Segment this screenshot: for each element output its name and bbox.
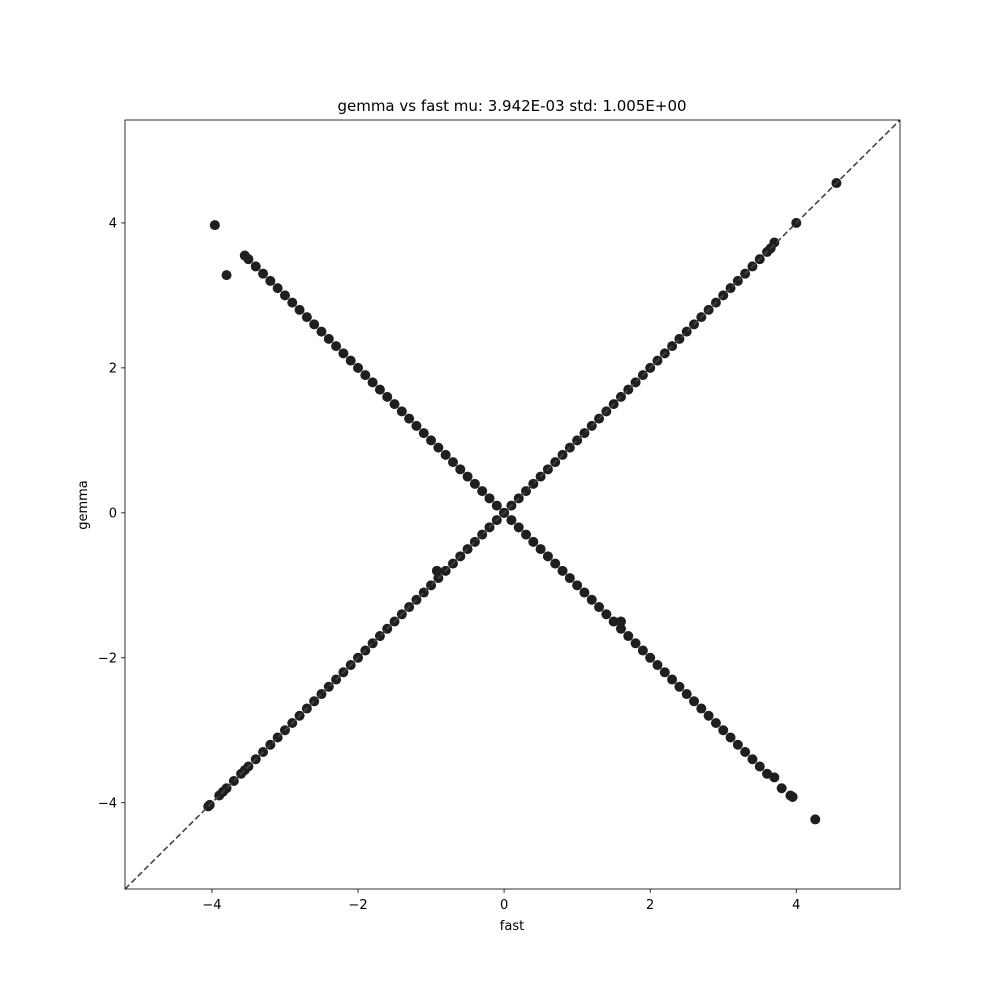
- point: [345, 355, 356, 366]
- point: [696, 703, 707, 714]
- point: [418, 428, 429, 439]
- x-tick-label: 4: [792, 898, 800, 913]
- point: [484, 493, 495, 504]
- point: [769, 772, 780, 783]
- point: [703, 710, 714, 721]
- point: [586, 594, 597, 605]
- point: [659, 667, 670, 678]
- point: [718, 725, 729, 736]
- point: [506, 515, 517, 526]
- point: [740, 747, 751, 758]
- point: [279, 290, 290, 301]
- x-tick-label: −4: [202, 898, 221, 913]
- point: [754, 761, 765, 772]
- point: [426, 435, 437, 446]
- point: [615, 616, 626, 627]
- point: [521, 529, 532, 540]
- point: [652, 660, 663, 671]
- point: [243, 254, 254, 265]
- point: [637, 645, 648, 656]
- point: [710, 718, 721, 729]
- point: [309, 319, 320, 330]
- point: [287, 297, 298, 308]
- point: [630, 638, 641, 649]
- point: [579, 587, 590, 598]
- point: [316, 326, 327, 337]
- point: [623, 631, 634, 642]
- y-tick-label: −2: [98, 651, 117, 666]
- point: [681, 689, 692, 700]
- point: [513, 522, 524, 533]
- chart-title: gemma vs fast mu: 3.942E-03 std: 1.005E+…: [337, 97, 686, 115]
- x-axis-label: fast: [500, 919, 524, 934]
- point: [367, 377, 378, 388]
- y-tick-label: 0: [109, 506, 117, 521]
- point: [572, 580, 583, 591]
- point: [221, 270, 232, 281]
- point: [594, 602, 605, 613]
- point: [615, 623, 626, 634]
- x-tick-label: −2: [348, 898, 367, 913]
- point: [323, 333, 334, 344]
- point: [301, 312, 312, 323]
- point: [725, 732, 736, 743]
- point: [462, 471, 473, 482]
- point: [564, 573, 575, 584]
- point: [360, 370, 371, 381]
- point: [404, 413, 415, 424]
- point: [557, 565, 568, 576]
- point: [810, 814, 821, 825]
- point: [528, 536, 539, 547]
- point: [535, 544, 546, 555]
- point: [732, 739, 743, 750]
- y-tick-label: 2: [109, 361, 117, 376]
- point: [374, 384, 385, 395]
- point: [689, 696, 700, 707]
- point: [645, 652, 656, 663]
- point: [338, 348, 349, 359]
- point: [331, 341, 342, 352]
- point: [608, 616, 619, 627]
- point: [389, 399, 400, 410]
- point: [601, 609, 612, 620]
- point: [396, 406, 407, 417]
- y-tick-label: 4: [109, 216, 117, 231]
- point: [769, 237, 780, 248]
- point: [787, 791, 798, 802]
- reference-line: [124, 119, 901, 890]
- x-tick-label: 2: [646, 898, 654, 913]
- point: [491, 500, 502, 511]
- point: [433, 442, 444, 453]
- point: [542, 551, 553, 562]
- point: [447, 457, 458, 468]
- y-tick-label: −4: [98, 796, 117, 811]
- point: [294, 304, 305, 315]
- y-axis-label: gemma: [76, 480, 91, 530]
- point: [747, 754, 758, 765]
- point: [667, 674, 678, 685]
- point: [411, 420, 422, 431]
- plot-frame: [124, 119, 901, 890]
- point: [455, 464, 466, 475]
- point: [265, 275, 276, 286]
- point: [440, 449, 451, 460]
- point: [258, 268, 269, 279]
- point: [209, 220, 220, 231]
- point: [776, 783, 787, 794]
- point: [674, 681, 685, 692]
- point: [382, 391, 393, 402]
- x-tick-label: 0: [500, 898, 508, 913]
- point: [477, 486, 488, 497]
- point: [250, 261, 261, 272]
- point: [272, 283, 283, 294]
- point: [550, 558, 561, 569]
- point: [469, 478, 480, 489]
- point: [353, 362, 364, 373]
